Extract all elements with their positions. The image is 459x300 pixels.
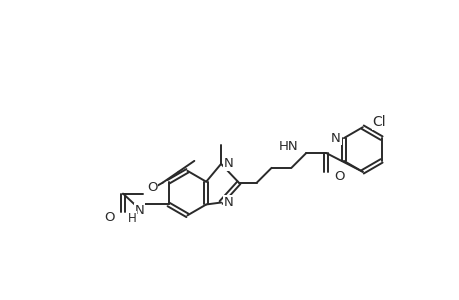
- Text: N: N: [224, 158, 233, 170]
- Text: N: N: [330, 132, 340, 145]
- Text: O: O: [146, 181, 157, 194]
- Text: N: N: [224, 196, 233, 209]
- Text: Cl: Cl: [372, 115, 386, 129]
- Text: O: O: [104, 211, 115, 224]
- Text: N: N: [134, 204, 145, 217]
- Text: HN: HN: [278, 140, 298, 152]
- Text: O: O: [333, 170, 344, 183]
- Text: H: H: [127, 212, 136, 225]
